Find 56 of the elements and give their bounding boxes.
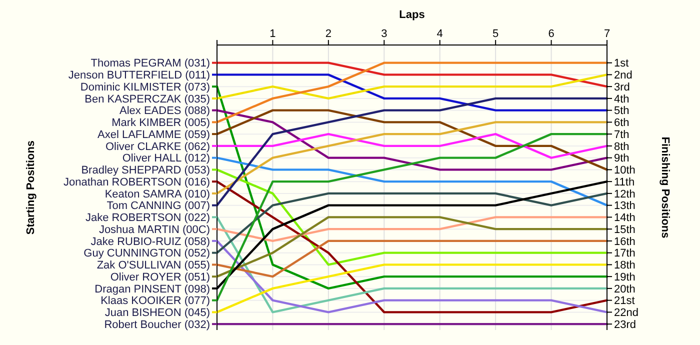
y2-tick-label: 7th [614, 128, 630, 141]
y2-axis-title: Finishing Positions [659, 136, 671, 238]
x-tick-label: 2 [325, 28, 332, 40]
legend-label: Jenson BUTTERFIELD (011) [68, 70, 210, 82]
legend-label: Guy CUNNINGTON (052) [84, 248, 210, 260]
legend-label: Oliver ROYER (051) [110, 271, 210, 284]
legend-label: Dragan PINSENT (098) [94, 283, 210, 296]
y2-tick-label: 5th [614, 105, 630, 118]
legend-label: Alex EADES (088) [120, 105, 210, 118]
legend-title: Starting Positions [25, 140, 37, 235]
legend-label: Bradley SHEPPARD (053) [81, 164, 210, 177]
legend-label: Zak O'SULLIVAN (055) [96, 260, 210, 272]
legend-label: Klaas KOOIKER (077) [100, 295, 210, 308]
legend-label: Keaton SAMRA (010) [104, 188, 210, 200]
y2-tick-label: 11th [614, 176, 635, 188]
legend-label: Tom CANNING (007) [106, 200, 210, 212]
y2-tick-label: 8th [614, 140, 630, 153]
y2-tick-label: 2nd [614, 70, 632, 82]
x-axis-title: Laps [399, 9, 425, 21]
legend-label: Ben KASPERCZAK (035) [84, 93, 210, 106]
legend-label: Jake RUBIO-RUIZ (058) [90, 236, 210, 248]
x-tick-label: 6 [548, 28, 554, 40]
x-tick-label: 7 [604, 28, 610, 40]
legend-label: Robert Boucher (032) [104, 318, 210, 331]
legend-label: Oliver HALL (012) [122, 152, 210, 165]
x-tick-label: 1 [270, 28, 276, 40]
x-tick-label: 5 [492, 28, 499, 40]
y2-tick-label: 18th [614, 260, 636, 272]
legend-label: Oliver CLARKE (062) [105, 140, 210, 153]
x-tick-label: 4 [436, 28, 443, 40]
y2-tick-label: 20th [614, 283, 636, 296]
y2-tick-label: 3rd [614, 81, 630, 94]
legend-label: Jake ROBERTSON (022) [85, 212, 210, 224]
y2-tick-label: 17th [614, 248, 636, 260]
y2-tick-label: 12th [614, 188, 636, 200]
legend-label: Axel LAFLAMME (059) [98, 128, 210, 141]
y2-tick-label: 19th [614, 271, 636, 284]
y2-tick-label: 23rd [614, 318, 636, 331]
legend-label: Thomas PEGRAM (031) [90, 58, 210, 70]
y2-tick-label: 22nd [614, 307, 638, 320]
y2-tick-label: 9th [614, 152, 630, 165]
x-tick-label: 3 [381, 28, 388, 40]
y2-tick-label: 13th [614, 200, 636, 212]
legend-label: Dominic KILMISTER (073) [80, 81, 210, 94]
y2-tick-label: 21st [614, 295, 635, 308]
y2-tick-label: 15th [614, 224, 636, 236]
legend-label: Juan BISHEON (045) [104, 307, 210, 320]
y2-tick-label: 10th [614, 164, 636, 177]
y2-tick-label: 6th [614, 117, 630, 130]
legend-label: Jonathan ROBERTSON (016) [63, 176, 210, 188]
y2-tick-label: 16th [614, 236, 636, 248]
y2-tick-label: 14th [614, 212, 636, 224]
legend-label: Mark KIMBER (005) [112, 117, 210, 130]
y2-tick-label: 4th [614, 93, 630, 106]
y2-tick-label: 1st [614, 58, 629, 70]
legend-label: Joshua MARTIN (00C) [98, 224, 210, 236]
